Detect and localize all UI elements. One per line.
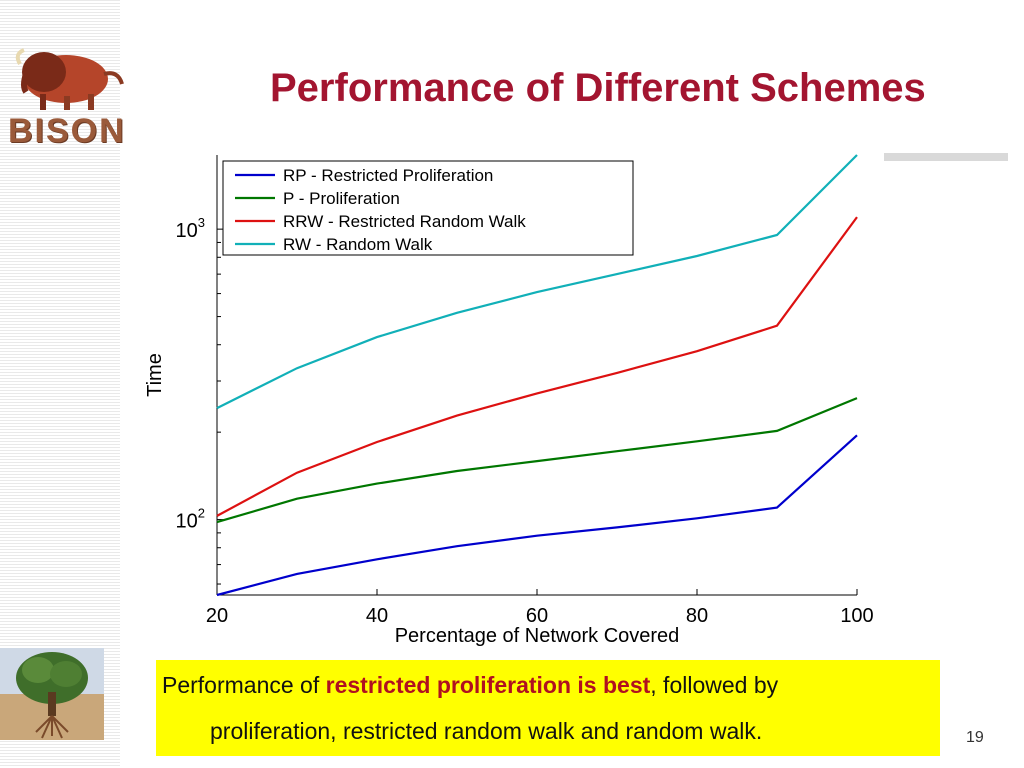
x-tick-label: 60 [526, 605, 548, 627]
decorative-bar [884, 153, 1008, 161]
x-tick-label: 80 [686, 605, 708, 627]
caption-text: Performance of [162, 672, 326, 698]
decorative-stripes [0, 0, 120, 768]
caption-text-continued: , followed by [650, 672, 779, 698]
series-line [216, 216, 858, 517]
caption-box: Performance of restricted proliferation … [156, 660, 940, 756]
series-line [216, 397, 858, 524]
bison-logo-icon [15, 48, 124, 110]
y-tick-label: 102 [176, 506, 205, 533]
chart-series-lines [216, 154, 858, 597]
logo-text: BISON [8, 112, 126, 150]
caption-highlight: restricted proliferation is best [325, 672, 651, 698]
y-tick-label: 103 [176, 215, 205, 242]
x-tick-label: 40 [366, 605, 388, 627]
chart-legend: RP - Restricted Proliferation P - Prolife… [222, 160, 634, 256]
x-axis-label: Percentage of Network Covered [395, 625, 680, 647]
caption-line-1: Performance of restricted proliferation … [162, 672, 778, 699]
legend-entry: P - Proliferation [283, 189, 400, 208]
page-title: Performance of Different Schemes [270, 66, 926, 110]
legend-entry: RRW - Restricted Random Walk [283, 212, 526, 231]
performance-line-chart: 20 40 60 80 100 102 103 Percentage of Network C… [144, 154, 874, 647]
y-axis-label: Time [144, 353, 166, 397]
legend-box [222, 160, 634, 256]
x-tick-label: 100 [840, 605, 873, 627]
legend-entry: RP - Restricted Proliferation [283, 166, 493, 185]
legend-entry: RW - Random Walk [283, 235, 433, 254]
tree-icon [0, 648, 104, 740]
x-tick-label: 20 [206, 605, 228, 627]
page-number: 19 [966, 729, 984, 746]
series-line [216, 154, 858, 410]
series-line [216, 434, 858, 597]
caption-line-2: proliferation, restricted random walk an… [210, 718, 763, 744]
